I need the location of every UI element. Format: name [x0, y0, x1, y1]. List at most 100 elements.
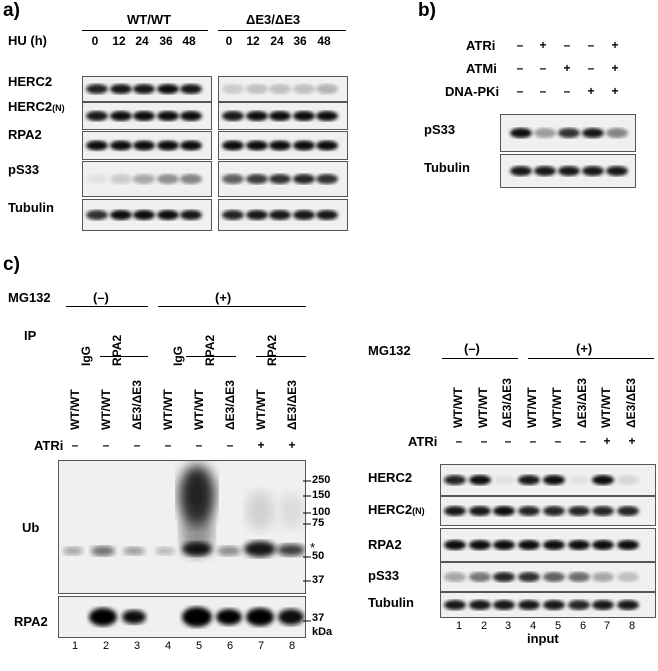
c-right-row-0-main: HERC2	[368, 470, 413, 485]
a-blot-left-0-band-3	[133, 84, 155, 94]
b-sign-1-1: –	[539, 61, 547, 75]
a-blot-left-4-band-3	[133, 210, 155, 220]
a-blot-right-0-band-4	[293, 84, 315, 94]
c-left-lane-2: 3	[133, 640, 141, 652]
a-blot-left-2-band-3	[133, 140, 155, 151]
c-left-row-rpa2: RPA2	[14, 614, 48, 629]
c-right-blot-1-band-6	[568, 506, 590, 516]
a-blot-right-4-band-2	[246, 210, 268, 220]
c-left-geno-7: ΔE3/ΔE3	[285, 380, 299, 430]
a-blot-left-2	[82, 131, 212, 160]
a-time-4: 48	[182, 34, 196, 48]
c-right-blot-0-band-4	[518, 475, 540, 485]
panel-a-group-wt: WT/WT	[127, 12, 172, 27]
c-right-blot-1-band-7	[592, 506, 614, 516]
c-right-blot-2-band-1	[444, 540, 466, 550]
a-blot-right-1-band-2	[246, 111, 268, 121]
b-blot-tubulin-band-2	[534, 166, 556, 176]
b-row-ps33: pS33	[424, 122, 456, 137]
a-blot-left-3-band-4	[157, 174, 179, 184]
b-sign-0-0: –	[516, 38, 524, 52]
c-left-ip-line-1	[186, 356, 236, 357]
c-right-mg132-label: MG132	[368, 343, 411, 358]
b-sign-2-1: –	[539, 84, 547, 98]
panel-c-letter: c)	[3, 254, 20, 275]
c-right-blot-4	[440, 592, 656, 618]
a-blot-right-0-band-5	[316, 84, 338, 94]
c-right-blot-4-band-6	[568, 600, 590, 610]
c-right-row-1-main: HERC2	[368, 502, 413, 517]
panel-b-letter: b)	[418, 0, 436, 21]
c-right-row-2-main: RPA2	[368, 537, 402, 552]
c-right-blot-1-band-2	[469, 506, 491, 516]
c-right-blot-1-band-3	[493, 506, 515, 516]
c-right-atri-4: –	[554, 434, 562, 448]
b-sign-2-0: –	[516, 84, 524, 98]
a-time-3: 36	[159, 34, 173, 48]
b-sign-1-3: –	[587, 61, 595, 75]
b-blot-ps33-band-2	[534, 128, 556, 138]
c-left-atri-2: –	[133, 438, 141, 452]
c-right-blot-0-band-7	[592, 475, 614, 485]
a-blot-left-0-band-4	[157, 84, 179, 94]
c-right-blot-0	[440, 464, 656, 496]
panel-a-letter: a)	[3, 0, 20, 21]
c-right-blot-2-band-7	[592, 540, 614, 550]
b-treat-label-1: ATMi	[466, 61, 497, 76]
a-blot-left-4-band-2	[110, 210, 132, 220]
a-blot-right-3-band-2	[246, 174, 268, 184]
c-left-ip-0: IgG	[79, 346, 93, 366]
c-left-geno-2: ΔE3/ΔE3	[130, 380, 144, 430]
c-right-row-4-main: Tubulin	[368, 595, 414, 610]
c-right-blot-3-band-3	[493, 572, 515, 582]
marker-37: 37	[312, 574, 325, 586]
a-blot-right-4-band-1	[222, 210, 244, 220]
a-blot-right-3-band-1	[222, 174, 244, 184]
a-row-0-main: HERC2	[8, 74, 53, 89]
panel-a-group-mut: ΔE3/ΔE3	[246, 12, 301, 27]
c-left-lane-0: 1	[71, 640, 79, 652]
b-sign-0-2: –	[563, 38, 571, 52]
c-right-row-3-main: pS33	[368, 568, 400, 583]
c-right-blot-3-band-1	[444, 572, 466, 582]
c-right-geno-6: WT/WT	[599, 387, 613, 428]
a-blot-left-3-band-5	[180, 174, 202, 184]
c-right-blot-1-band-8	[617, 506, 639, 516]
c-right-atri-6: +	[603, 434, 611, 448]
c-right-atri-2: –	[504, 434, 512, 448]
a-blot-right-1-band-3	[269, 111, 291, 121]
c-left-ip-label: IP	[24, 328, 37, 343]
c-right-blot-2-band-3	[493, 540, 515, 550]
a-blot-right-4-band-4	[293, 210, 315, 220]
a-row-3-main: pS33	[8, 162, 40, 177]
a-blot-right-2	[218, 131, 348, 160]
a-blot-left-1	[82, 102, 212, 130]
b-sign-1-4: +	[611, 61, 619, 75]
a-blot-left-3-band-3	[133, 174, 155, 184]
a-blot-right-0-band-1	[222, 84, 244, 94]
c-left-lane-3: 4	[164, 640, 172, 652]
a-row-3: pS33	[8, 162, 39, 177]
c-right-blot-0-band-3	[493, 475, 515, 485]
c-right-lane-2: 3	[504, 620, 512, 632]
b-sign-2-2: –	[563, 84, 571, 98]
c-right-blot-0-band-1	[444, 475, 466, 485]
c-right-blot-2-band-2	[469, 540, 491, 550]
c-right-mg-plus: (+)	[576, 341, 593, 356]
a-row-4: Tubulin	[8, 200, 54, 215]
a-blot-left-1-band-3	[133, 111, 155, 121]
c-left-ip-4: RPA2	[265, 334, 279, 366]
c-left-row-ub: Ub	[22, 520, 40, 535]
a-blot-right-3-band-3	[269, 174, 291, 184]
a-time-9: 48	[317, 34, 331, 48]
c-right-blot-4-band-3	[493, 600, 515, 610]
c-right-geno-0: WT/WT	[451, 387, 465, 428]
a-blot-right-1-band-4	[293, 111, 315, 121]
a-blot-left-3-band-2	[110, 174, 132, 184]
c-right-blot-3-band-7	[592, 572, 614, 582]
marker-250: 250	[312, 474, 331, 486]
c-right-blot-4-band-2	[469, 600, 491, 610]
a-blot-right-1-band-1	[222, 111, 244, 121]
a-blot-left-4-band-5	[180, 210, 202, 220]
c-left-ub-blot	[58, 460, 306, 594]
